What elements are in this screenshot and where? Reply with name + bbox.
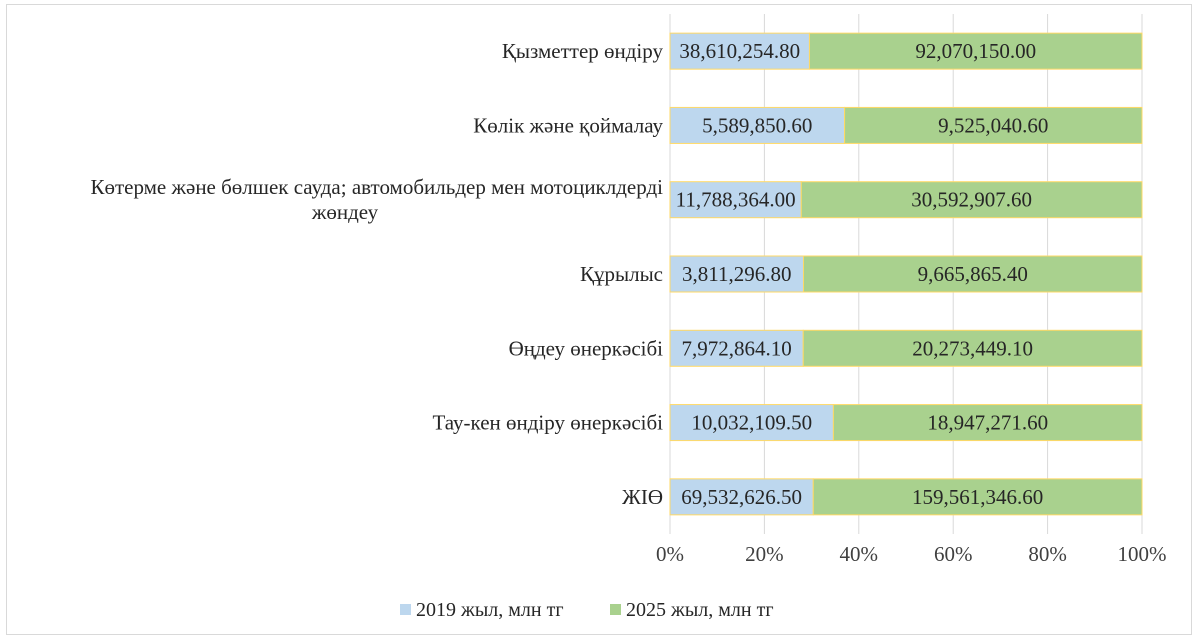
bar-segment bbox=[802, 255, 1143, 293]
data-label: 92,070,150.00 bbox=[915, 39, 1036, 63]
x-tick-label: 60% bbox=[934, 542, 973, 566]
legend-swatch bbox=[610, 604, 621, 615]
category-label: Тау-кен өндіру өнеркәсібі bbox=[432, 411, 663, 435]
data-label: 7,972,864.10 bbox=[681, 336, 791, 360]
legend-label: 2025 жыл, млн тг bbox=[626, 599, 774, 621]
x-tick-label: 80% bbox=[1028, 542, 1067, 566]
x-tick-label: 100% bbox=[1118, 542, 1167, 566]
bar-segment bbox=[812, 478, 1143, 516]
bar-segment bbox=[669, 106, 846, 144]
category-label: Қызметтер өндіру bbox=[502, 39, 664, 63]
legend-swatch bbox=[400, 604, 411, 615]
category-label: ЖІӨ bbox=[622, 485, 663, 509]
bar-segment bbox=[808, 32, 1143, 70]
data-label: 10,032,109.50 bbox=[691, 411, 812, 435]
data-label: 9,525,040.60 bbox=[938, 113, 1048, 137]
category-label: Көлік және қоймалау bbox=[473, 113, 663, 137]
category-label: Құрылыс bbox=[580, 262, 663, 286]
data-label: 38,610,254.80 bbox=[679, 39, 800, 63]
data-label: 3,811,296.80 bbox=[682, 262, 791, 286]
bar-segment bbox=[669, 255, 804, 293]
bar-segment bbox=[832, 404, 1143, 442]
bar-segment bbox=[669, 404, 834, 442]
data-label: 11,788,364.00 bbox=[676, 188, 796, 212]
data-label: 18,947,271.60 bbox=[927, 411, 1048, 435]
bar-segment bbox=[669, 478, 814, 516]
data-label: 30,592,907.60 bbox=[911, 188, 1032, 212]
bar-segment bbox=[802, 329, 1143, 367]
data-label: 20,273,449.10 bbox=[912, 336, 1033, 360]
bar-segment bbox=[800, 181, 1143, 219]
category-label: Көтерме және бөлшек сауда; автомобильдер… bbox=[90, 175, 663, 199]
data-label: 9,665,865.40 bbox=[918, 262, 1028, 286]
category-label: жөндеу bbox=[311, 200, 379, 224]
bar-segment bbox=[844, 106, 1143, 144]
x-tick-label: 40% bbox=[840, 542, 879, 566]
data-label: 159,561,346.60 bbox=[912, 485, 1043, 509]
data-label: 69,532,626.50 bbox=[681, 485, 802, 509]
x-tick-label: 0% bbox=[656, 542, 684, 566]
data-label: 5,589,850.60 bbox=[702, 113, 812, 137]
legend-label: 2019 жыл, млн тг bbox=[416, 599, 564, 621]
bar-segment bbox=[669, 181, 802, 219]
category-label: Өңдеу өнеркәсібі bbox=[509, 336, 664, 360]
x-tick-label: 20% bbox=[745, 542, 784, 566]
bar-segment bbox=[669, 329, 804, 367]
